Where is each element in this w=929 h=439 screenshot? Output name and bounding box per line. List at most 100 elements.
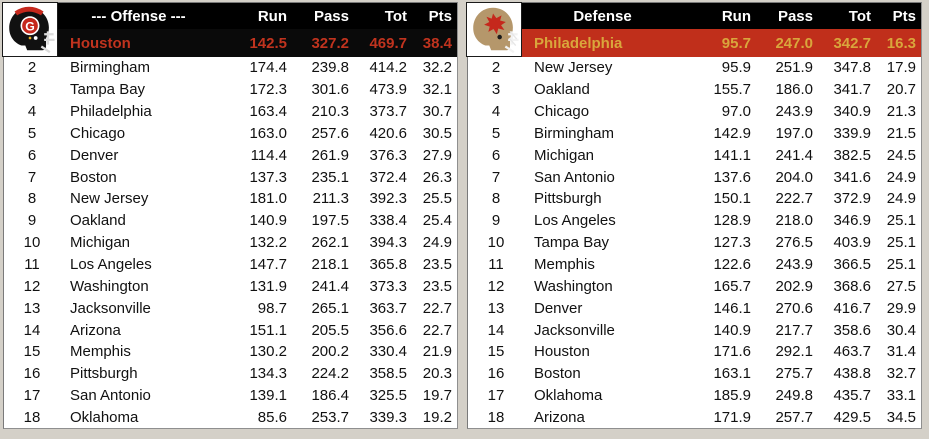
table-row[interactable]: 8 Pittsburgh 150.1 222.7 372.9 24.9: [468, 188, 921, 210]
table-row[interactable]: 5 Chicago 163.0 257.6 420.6 30.5: [4, 122, 457, 145]
team-cell: Memphis: [70, 343, 131, 361]
team-cell: Oklahoma: [534, 387, 603, 405]
tot-cell: 382.5: [833, 146, 871, 164]
run-cell: 163.1: [713, 365, 751, 383]
table-row[interactable]: 2 Birmingham 174.4 239.8 414.2 32.2: [4, 57, 457, 79]
team-cell: Birmingham: [534, 124, 615, 142]
offense-rankings-panel: G --- Offense --- Run Pass Tot Pts Houst…: [2, 2, 458, 429]
table-row[interactable]: 3 Oakland 155.7 186.0 341.7 20.7: [468, 78, 921, 101]
run-cell: 140.9: [249, 212, 287, 230]
table-row[interactable]: 18 Arizona 171.9 257.7 429.5 34.5: [468, 406, 921, 429]
offense-col-header-pts[interactable]: Pts: [428, 7, 452, 25]
leader-run-cell: 142.5: [249, 34, 287, 52]
pass-cell: 235.1: [311, 168, 349, 186]
rank-cell: 5: [27, 124, 37, 142]
table-row[interactable]: 13 Denver 146.1 270.6 416.7 29.9: [468, 297, 921, 320]
table-row[interactable]: 2 New Jersey 95.9 251.9 347.8 17.9: [468, 57, 921, 79]
defense-col-header-run[interactable]: Run: [721, 7, 751, 25]
rank-cell: 13: [487, 299, 505, 317]
table-row[interactable]: 12 Washington 165.7 202.9 368.6 27.5: [468, 275, 921, 298]
table-row[interactable]: 16 Pittsburgh 134.3 224.2 358.5 20.3: [4, 362, 457, 385]
defense-col-header-pass[interactable]: Pass: [777, 7, 813, 25]
table-row[interactable]: 8 New Jersey 181.0 211.3 392.3 25.5: [4, 188, 457, 210]
tot-cell: 373.7: [369, 103, 407, 121]
pts-cell: 20.7: [886, 81, 916, 99]
tot-cell: 330.4: [369, 343, 407, 361]
pts-cell: 21.9: [422, 343, 452, 361]
pts-cell: 27.5: [886, 277, 916, 295]
tot-cell: 340.9: [833, 103, 871, 121]
rank-cell: 11: [488, 256, 504, 274]
pass-cell: 292.1: [775, 343, 813, 361]
rank-cell: 17: [23, 387, 41, 405]
pass-cell: 262.1: [311, 234, 349, 252]
tot-cell: 338.4: [369, 212, 407, 230]
rank-cell: 9: [491, 212, 501, 230]
table-row[interactable]: 4 Chicago 97.0 243.9 340.9 21.3: [468, 100, 921, 123]
table-row[interactable]: 15 Memphis 130.2 200.2 330.4 21.9: [4, 340, 457, 363]
defense-col-header-pts[interactable]: Pts: [892, 7, 916, 25]
table-row[interactable]: 12 Washington 131.9 241.4 373.3 23.5: [4, 275, 457, 298]
offense-title: --- Offense ---: [91, 7, 186, 25]
table-row[interactable]: 7 San Antonio 137.6 204.0 341.6 24.9: [468, 166, 921, 189]
table-row[interactable]: 14 Jacksonville 140.9 217.7 358.6 30.4: [468, 319, 921, 341]
rank-cell: 10: [487, 234, 505, 252]
pass-cell: 204.0: [775, 168, 813, 186]
pts-cell: 30.4: [886, 321, 916, 339]
table-row[interactable]: 9 Los Angeles 128.9 218.0 346.9 25.1: [468, 209, 921, 232]
table-row[interactable]: 11 Memphis 122.6 243.9 366.5 25.1: [468, 253, 921, 276]
team-cell: Houston: [534, 343, 590, 361]
pass-cell: 301.6: [311, 81, 349, 99]
pass-cell: 186.4: [311, 387, 349, 405]
table-row[interactable]: 18 Oklahoma 85.6 253.7 339.3 19.2: [4, 406, 457, 429]
run-cell: 141.1: [713, 146, 751, 164]
tot-cell: 403.9: [833, 234, 871, 252]
pass-cell: 253.7: [311, 408, 349, 426]
pts-cell: 32.7: [886, 365, 916, 383]
table-row[interactable]: 10 Tampa Bay 127.3 276.5 403.9 25.1: [468, 231, 921, 254]
run-cell: 95.9: [721, 59, 751, 77]
team-cell: Los Angeles: [534, 212, 616, 230]
table-row[interactable]: 6 Denver 114.4 261.9 376.3 27.9: [4, 144, 457, 167]
run-cell: 174.4: [249, 59, 287, 77]
table-row[interactable]: 11 Los Angeles 147.7 218.1 365.8 23.5: [4, 253, 457, 276]
table-row[interactable]: 4 Philadelphia 163.4 210.3 373.7 30.7: [4, 100, 457, 123]
pass-cell: 270.6: [775, 299, 813, 317]
defense-leader-row[interactable]: Philadelphia 95.7 247.0 342.7 16.3: [468, 29, 921, 57]
pass-cell: 275.7: [775, 365, 813, 383]
table-row[interactable]: 3 Tampa Bay 172.3 301.6 473.9 32.1: [4, 78, 457, 101]
pts-cell: 22.7: [422, 321, 452, 339]
rank-cell: 2: [27, 59, 37, 77]
table-row[interactable]: 17 Oklahoma 185.9 249.8 435.7 33.1: [468, 384, 921, 407]
rank-cell: 7: [27, 168, 37, 186]
run-cell: 150.1: [713, 190, 751, 208]
offense-leader-row[interactable]: Houston 142.5 327.2 469.7 38.4: [4, 29, 457, 57]
offense-col-header-tot[interactable]: Tot: [384, 7, 407, 25]
run-cell: 181.0: [249, 190, 287, 208]
team-cell: Washington: [70, 277, 149, 295]
tot-cell: 376.3: [369, 146, 407, 164]
offense-col-header-run[interactable]: Run: [257, 7, 287, 25]
defense-header-row: Defense Run Pass Tot Pts: [468, 3, 921, 29]
table-row[interactable]: 17 San Antonio 139.1 186.4 325.5 19.7: [4, 384, 457, 407]
table-row[interactable]: 15 Houston 171.6 292.1 463.7 31.4: [468, 340, 921, 363]
rank-cell: 15: [487, 343, 505, 361]
table-row[interactable]: 14 Arizona 151.1 205.5 356.6 22.7: [4, 319, 457, 341]
pts-cell: 30.5: [422, 124, 452, 142]
table-row[interactable]: 7 Boston 137.3 235.1 372.4 26.3: [4, 166, 457, 189]
run-cell: 128.9: [713, 212, 751, 230]
offense-col-header-pass[interactable]: Pass: [313, 7, 349, 25]
table-row[interactable]: 10 Michigan 132.2 262.1 394.3 24.9: [4, 231, 457, 254]
table-row[interactable]: 13 Jacksonville 98.7 265.1 363.7 22.7: [4, 297, 457, 320]
table-row[interactable]: 6 Michigan 141.1 241.4 382.5 24.5: [468, 144, 921, 167]
rank-cell: 12: [23, 277, 41, 295]
tot-cell: 435.7: [833, 387, 871, 405]
team-cell: Boston: [70, 168, 117, 186]
table-row[interactable]: 16 Boston 163.1 275.7 438.8 32.7: [468, 362, 921, 385]
table-row[interactable]: 5 Birmingham 142.9 197.0 339.9 21.5: [468, 122, 921, 145]
team-cell: Arizona: [534, 408, 585, 426]
team-cell: Memphis: [534, 256, 595, 274]
tot-cell: 366.5: [833, 256, 871, 274]
defense-col-header-tot[interactable]: Tot: [848, 7, 871, 25]
table-row[interactable]: 9 Oakland 140.9 197.5 338.4 25.4: [4, 209, 457, 232]
